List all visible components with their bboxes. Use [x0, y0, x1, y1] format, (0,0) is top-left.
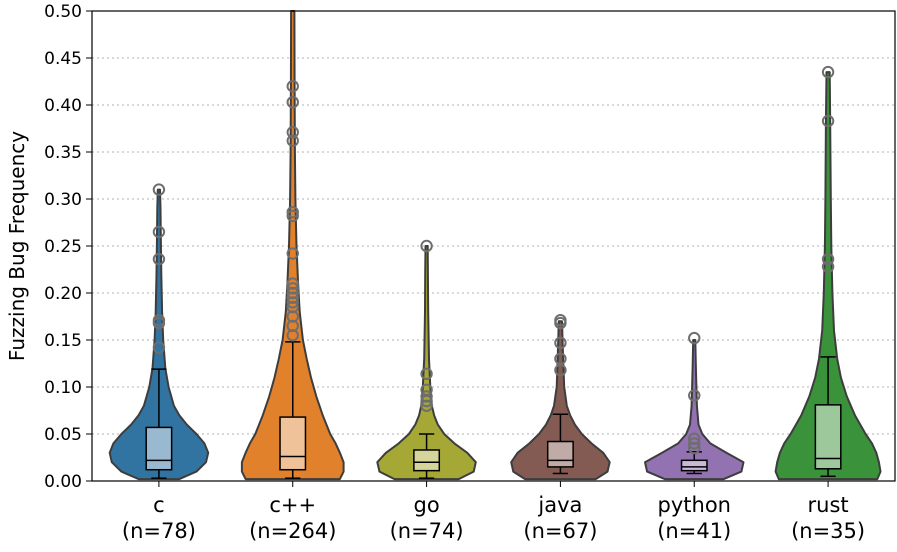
- box-c++: [279, 416, 307, 471]
- outlier-points: [152, 65, 835, 455]
- violin-c: [108, 188, 210, 481]
- outlier-point: [286, 247, 299, 260]
- box-java: [546, 440, 574, 468]
- outlier-point: [821, 260, 835, 273]
- y-tick-label: 0.30: [44, 190, 82, 210]
- x-axis-ticks: c(n=78) c++(n=264) go(n=74) java(n=67) pytho…: [122, 481, 865, 543]
- outlier-point: [821, 252, 835, 266]
- outlier-point: [688, 441, 701, 455]
- y-tick-label: 0.35: [44, 143, 82, 163]
- outlier-point: [152, 252, 166, 266]
- y-tick-label: 0.05: [44, 425, 82, 445]
- x-tick-count: (n=35): [791, 519, 865, 543]
- y-tick-label: 0.45: [44, 49, 82, 69]
- x-tick-label: go: [413, 493, 439, 517]
- outlier-point: [152, 341, 166, 354]
- violin-java: [510, 320, 611, 481]
- y-tick-label: 0.25: [44, 237, 82, 257]
- outlier-point: [286, 205, 299, 219]
- y-tick-label: 0.15: [44, 331, 82, 351]
- grid-lines: [92, 57, 895, 435]
- x-tick-label: rust: [808, 493, 849, 517]
- box-python: [680, 459, 708, 472]
- y-axis-ticks: 0.00 0.05 0.10 0.15 0.20 0.25 0.30 0.35 0.40 0.45…: [44, 2, 92, 492]
- outlier-point: [152, 316, 166, 330]
- x-tick-count: (n=74): [390, 519, 464, 543]
- outlier-point: [688, 437, 701, 450]
- outlier-point: [286, 95, 299, 109]
- outlier-point: [821, 65, 835, 79]
- outlier-point: [554, 316, 567, 330]
- x-tick-label: java: [537, 493, 582, 517]
- x-tick-count: (n=67): [523, 519, 597, 543]
- x-tick-label: c++: [269, 493, 316, 517]
- outlier-point: [688, 389, 701, 402]
- x-tick-count: (n=78): [122, 519, 196, 543]
- violin-go: [376, 245, 477, 481]
- x-tick-label: c: [153, 493, 165, 517]
- y-tick-label: 0.50: [44, 2, 82, 22]
- y-tick-label: 0.40: [44, 96, 82, 116]
- outlier-point: [420, 394, 433, 408]
- outlier-point: [286, 80, 299, 93]
- outlier-point: [286, 134, 299, 147]
- outlier-point: [420, 367, 433, 381]
- outlier-point: [420, 399, 433, 412]
- outlier-point: [554, 363, 567, 377]
- violin-python: [644, 339, 745, 481]
- y-tick-label: 0.00: [44, 472, 82, 492]
- outlier-point: [821, 114, 835, 128]
- box-go: [413, 449, 441, 472]
- x-tick-count: (n=264): [249, 519, 336, 543]
- outlier-point: [420, 239, 433, 253]
- box-c: [145, 426, 173, 471]
- y-axis-title: Fuzzing Bug Frequency: [5, 131, 29, 361]
- y-tick-label: 0.20: [44, 284, 82, 304]
- outlier-point: [286, 126, 299, 139]
- outlier-point: [286, 296, 299, 309]
- outlier-point: [152, 183, 166, 196]
- x-tick-count: (n=41): [657, 519, 731, 543]
- violins: [108, 10, 882, 481]
- box-plots: [145, 341, 842, 479]
- y-tick-label: 0.10: [44, 378, 82, 398]
- outlier-point: [286, 209, 299, 223]
- outlier-point: [554, 336, 567, 350]
- box-rust: [814, 404, 842, 470]
- outlier-point: [688, 331, 701, 345]
- x-tick-label: python: [658, 493, 731, 517]
- outlier-point: [286, 329, 299, 342]
- violin-rust: [774, 71, 882, 481]
- outlier-point: [152, 225, 166, 239]
